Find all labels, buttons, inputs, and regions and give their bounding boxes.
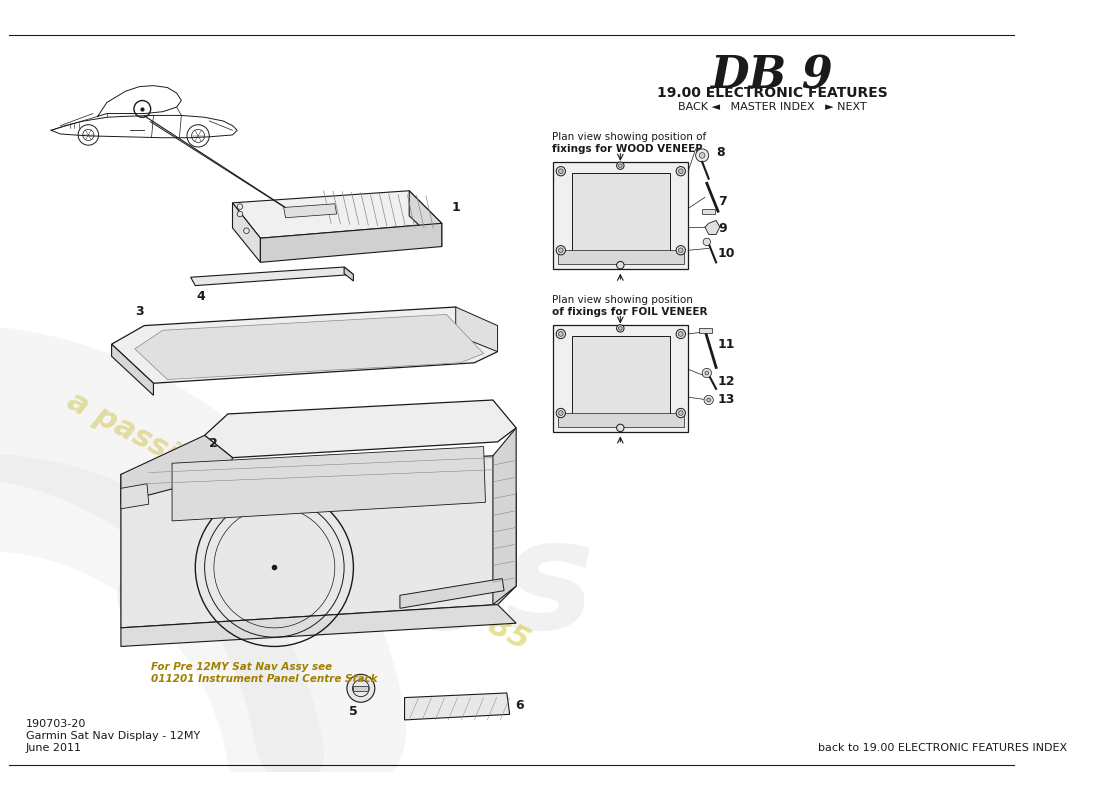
Circle shape [557, 246, 565, 255]
Polygon shape [232, 203, 261, 262]
Text: 19.00 ELECTRONIC FEATURES: 19.00 ELECTRONIC FEATURES [657, 86, 888, 100]
Polygon shape [121, 456, 516, 628]
Circle shape [695, 149, 708, 162]
Circle shape [346, 674, 375, 702]
Circle shape [617, 262, 624, 269]
Circle shape [700, 153, 705, 158]
Circle shape [238, 204, 243, 210]
Polygon shape [232, 190, 442, 238]
Text: BACK ◄   MASTER INDEX   ► NEXT: BACK ◄ MASTER INDEX ► NEXT [678, 102, 866, 112]
Polygon shape [121, 484, 148, 509]
Circle shape [679, 248, 683, 253]
Circle shape [244, 228, 250, 234]
Text: DB 9: DB 9 [711, 54, 834, 97]
Text: 13: 13 [718, 394, 736, 406]
Text: euros: euros [111, 511, 595, 661]
Circle shape [617, 325, 624, 332]
Text: 1: 1 [452, 201, 461, 214]
Circle shape [559, 169, 563, 174]
Bar [353, 686, 369, 691]
Bar [553, 162, 689, 269]
Circle shape [618, 326, 623, 330]
Text: Plan view showing position of: Plan view showing position of [551, 132, 706, 142]
Polygon shape [284, 204, 337, 218]
Text: 11: 11 [718, 338, 736, 350]
Polygon shape [121, 435, 232, 502]
Text: fixings for WOOD VENEER: fixings for WOOD VENEER [551, 144, 703, 154]
Circle shape [704, 395, 713, 405]
Polygon shape [405, 693, 509, 720]
Circle shape [679, 169, 683, 174]
Circle shape [557, 166, 565, 176]
Polygon shape [400, 578, 504, 608]
Bar [572, 173, 670, 254]
Text: back to 19.00 ELECTRONIC FEATURES INDEX: back to 19.00 ELECTRONIC FEATURES INDEX [818, 743, 1067, 753]
Polygon shape [205, 400, 516, 458]
Circle shape [707, 398, 711, 402]
Text: 7: 7 [718, 195, 727, 209]
Text: 12: 12 [718, 375, 736, 388]
Polygon shape [111, 307, 497, 383]
Text: June 2011: June 2011 [26, 743, 82, 753]
Circle shape [679, 410, 683, 415]
Text: 190703-20: 190703-20 [26, 719, 87, 729]
Text: 10: 10 [718, 246, 736, 259]
Polygon shape [121, 605, 516, 646]
Circle shape [676, 330, 685, 338]
Polygon shape [344, 267, 353, 281]
Polygon shape [409, 190, 442, 246]
Circle shape [559, 332, 563, 336]
Polygon shape [135, 314, 484, 379]
Circle shape [617, 424, 624, 432]
Circle shape [559, 248, 563, 253]
Text: For Pre 12MY Sat Nav Assy see: For Pre 12MY Sat Nav Assy see [151, 662, 332, 672]
Circle shape [618, 164, 623, 167]
Text: 9: 9 [718, 222, 727, 235]
Bar [558, 413, 683, 427]
Text: 2: 2 [209, 438, 218, 450]
Text: of fixings for FOIL VENEER: of fixings for FOIL VENEER [551, 307, 707, 317]
Circle shape [557, 408, 565, 418]
Circle shape [676, 408, 685, 418]
Polygon shape [190, 267, 353, 286]
Polygon shape [111, 344, 154, 395]
Circle shape [676, 246, 685, 255]
Bar [572, 336, 670, 417]
Bar [700, 328, 713, 333]
Circle shape [617, 162, 624, 170]
Circle shape [559, 410, 563, 415]
Text: 3: 3 [135, 305, 144, 318]
Text: 6: 6 [515, 698, 524, 711]
Text: 4: 4 [196, 290, 205, 303]
Text: a passion for parts since 1985: a passion for parts since 1985 [62, 386, 534, 656]
Bar [702, 210, 715, 214]
Polygon shape [705, 221, 719, 234]
Polygon shape [455, 307, 497, 352]
Text: 011201 Instrument Panel Centre Stack: 011201 Instrument Panel Centre Stack [151, 674, 377, 684]
Text: Garmin Sat Nav Display - 12MY: Garmin Sat Nav Display - 12MY [26, 731, 200, 741]
Text: Plan view showing position: Plan view showing position [551, 295, 692, 305]
Circle shape [676, 166, 685, 176]
Polygon shape [493, 428, 516, 605]
Polygon shape [172, 446, 485, 521]
Circle shape [705, 371, 708, 375]
Circle shape [702, 368, 712, 378]
Circle shape [238, 211, 243, 217]
Circle shape [679, 332, 683, 336]
Text: 8: 8 [716, 146, 725, 159]
Circle shape [557, 330, 565, 338]
Polygon shape [261, 223, 442, 262]
Circle shape [703, 238, 711, 246]
Bar [558, 250, 683, 264]
Bar [553, 325, 689, 432]
Text: 5: 5 [349, 705, 358, 718]
